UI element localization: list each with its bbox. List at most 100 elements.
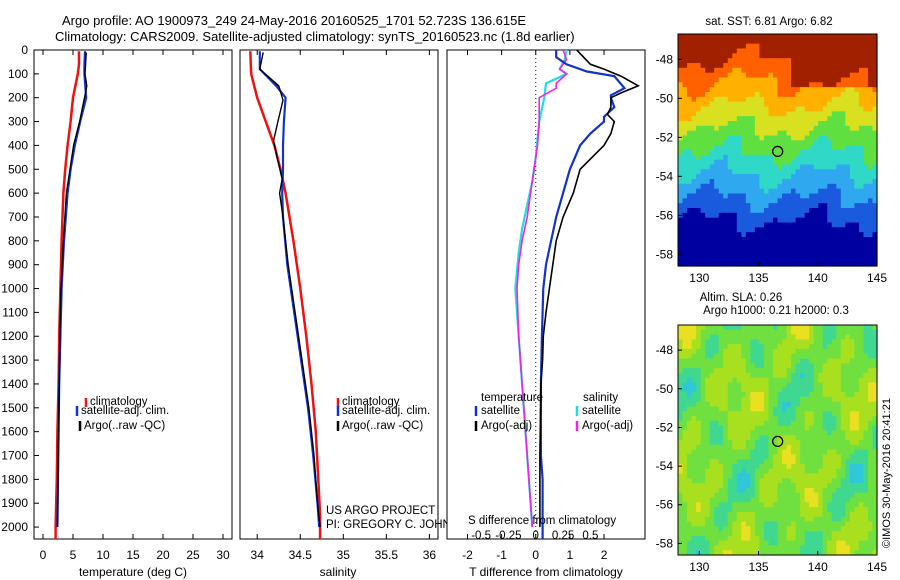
- heatmap-cell: [831, 344, 837, 350]
- heatmap-cell: [732, 454, 738, 460]
- heatmap-cell: [858, 193, 865, 199]
- heatmap-cell: [682, 203, 688, 209]
- heatmap-cell: [750, 67, 756, 74]
- heatmap-cell: [786, 48, 792, 54]
- heatmap-cell: [800, 449, 806, 455]
- heatmap-cell: [763, 246, 770, 253]
- heatmap-cell: [840, 411, 846, 417]
- heatmap-cell: [691, 261, 697, 267]
- heatmap-cell: [831, 106, 837, 112]
- heatmap-cell: [813, 492, 819, 499]
- heatmap-cell: [759, 420, 765, 427]
- heatmap-cell: [786, 430, 792, 436]
- heatmap-cell: [845, 358, 851, 364]
- heatmap-cell: [759, 246, 765, 253]
- heatmap-cell: [714, 382, 720, 388]
- heatmap-cell: [840, 125, 846, 132]
- heatmap-cell: [867, 227, 874, 233]
- heatmap-cell: [813, 43, 819, 50]
- heatmap-cell: [795, 325, 801, 331]
- heatmap-cell: [827, 454, 833, 460]
- heatmap-cell: [840, 377, 846, 384]
- heatmap-cell: [709, 53, 715, 59]
- heatmap-cell: [678, 188, 684, 195]
- heatmap-cell: [754, 502, 761, 508]
- heatmap-cell: [732, 203, 738, 209]
- heatmap-cell: [763, 217, 770, 224]
- heatmap-cell: [777, 34, 783, 40]
- heatmap-cell: [745, 487, 751, 494]
- heatmap-cell: [782, 101, 788, 108]
- heatmap-cell: [849, 72, 855, 79]
- heatmap-cell: [813, 159, 819, 166]
- heatmap-cell: [863, 222, 869, 228]
- heatmap-cell: [709, 125, 715, 132]
- heatmap-cell: [786, 256, 792, 262]
- heatmap-cell: [718, 392, 724, 398]
- heatmap-cell: [813, 449, 819, 455]
- heatmap-cell: [736, 526, 742, 532]
- heatmap-cell: [768, 150, 774, 156]
- heatmap-cell: [836, 48, 842, 54]
- heatmap-cell: [863, 48, 869, 54]
- heatmap-cell: [863, 241, 869, 248]
- heatmap-cell: [763, 111, 770, 117]
- heatmap-cell: [714, 43, 720, 50]
- heatmap-cell: [750, 150, 756, 156]
- heatmap-cell: [750, 430, 756, 436]
- heatmap-cell: [768, 237, 774, 243]
- heatmap-cell: [840, 468, 846, 475]
- heatmap-cell: [786, 416, 792, 422]
- heatmap-cell: [858, 401, 865, 408]
- heatmap-cell: [786, 353, 792, 360]
- heatmap-cell: [863, 164, 869, 170]
- heatmap-cell: [718, 545, 724, 551]
- heatmap-cell: [786, 545, 792, 551]
- heatmap-cell: [777, 473, 783, 479]
- heatmap-cell: [840, 164, 846, 170]
- heatmap-cell: [691, 531, 697, 537]
- heatmap-cell: [678, 222, 684, 228]
- heatmap-cell: [768, 38, 774, 45]
- heatmap-cell: [809, 430, 815, 436]
- heatmap-cell: [759, 339, 765, 345]
- heatmap-cell: [831, 392, 837, 398]
- heatmap-cell: [696, 339, 702, 345]
- heatmap-cell: [754, 43, 761, 50]
- heatmap-cell: [732, 193, 738, 199]
- heatmap-cell: [727, 72, 733, 79]
- heatmap-cell: [714, 550, 720, 556]
- heatmap-cell: [696, 82, 702, 88]
- heatmap-cell: [849, 208, 855, 214]
- heatmap-cell: [709, 368, 715, 374]
- heatmap-cell: [782, 468, 788, 475]
- heatmap-cell: [840, 92, 846, 98]
- heatmap-cell: [696, 444, 702, 451]
- heatmap-cell: [763, 198, 770, 204]
- heatmap-cell: [759, 411, 765, 417]
- heatmap-cell: [804, 406, 810, 412]
- heatmap-cell: [872, 334, 878, 340]
- heatmap-cell: [867, 377, 874, 384]
- heatmap-cell: [800, 502, 806, 508]
- heatmap-cell: [858, 72, 865, 79]
- heatmap-cell: [754, 92, 761, 98]
- heatmap-cell: [800, 483, 806, 489]
- heatmap-cell: [827, 487, 833, 494]
- heatmap-cell: [682, 339, 688, 345]
- heatmap-cell: [849, 526, 855, 532]
- heatmap-cell: [768, 77, 774, 83]
- heatmap-cell: [714, 87, 720, 93]
- heatmap-cell: [795, 34, 801, 40]
- heatmap-cell: [795, 174, 801, 180]
- heatmap-cell: [867, 358, 874, 364]
- heatmap-cell: [809, 72, 815, 79]
- heatmap-cell: [836, 92, 842, 98]
- heatmap-cell: [700, 387, 706, 393]
- heatmap-cell: [741, 420, 747, 427]
- heatmap-cell: [678, 179, 684, 185]
- heatmap-cell: [750, 237, 756, 243]
- heatmap-cell: [718, 406, 724, 412]
- heatmap-cell: [772, 531, 779, 537]
- heatmap-cell: [727, 430, 733, 436]
